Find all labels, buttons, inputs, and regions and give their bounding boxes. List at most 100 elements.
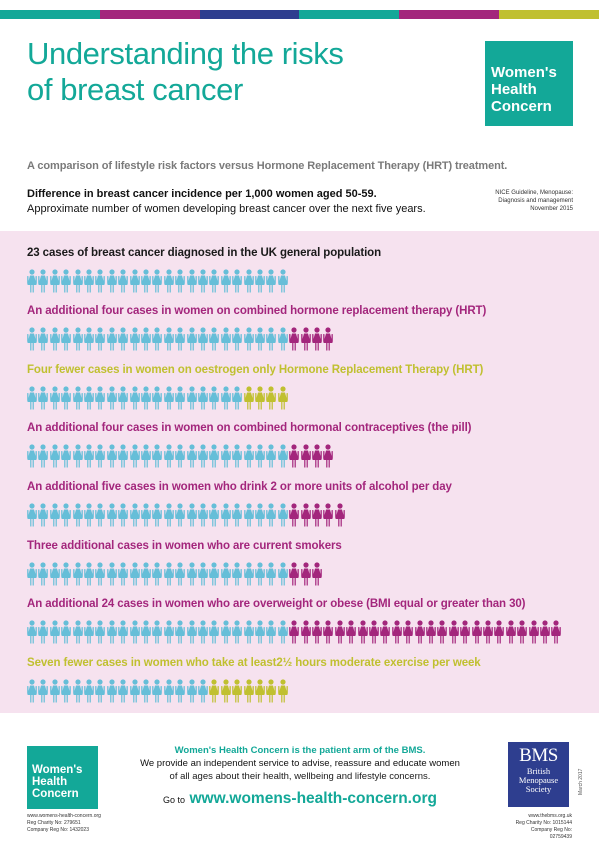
woman-figure-icon bbox=[27, 386, 37, 410]
woman-figure-icon bbox=[61, 503, 71, 527]
woman-figure-icon bbox=[27, 679, 37, 703]
figure-row bbox=[27, 269, 587, 293]
woman-figure-icon bbox=[277, 444, 288, 468]
woman-figure-icon bbox=[198, 269, 208, 293]
row-label: An additional four cases in women on com… bbox=[27, 305, 487, 317]
woman-figure-icon bbox=[186, 679, 197, 703]
woman-figure-icon bbox=[220, 386, 231, 410]
page-title: Understanding the risks of breast cancer bbox=[27, 36, 447, 108]
footer-about-heading: Women's Health Concern is the patient ar… bbox=[174, 745, 426, 756]
woman-figure-icon bbox=[141, 269, 151, 293]
woman-figure-icon bbox=[266, 620, 277, 644]
woman-figure-icon bbox=[243, 386, 254, 410]
woman-figure-icon bbox=[266, 269, 277, 293]
woman-figure-icon bbox=[163, 269, 174, 293]
woman-figure-icon bbox=[141, 503, 151, 527]
woman-figure-icon bbox=[220, 679, 231, 703]
woman-figure-icon bbox=[255, 444, 265, 468]
woman-figure-icon bbox=[95, 327, 106, 351]
woman-figure-icon bbox=[84, 327, 94, 351]
website-link[interactable]: www.womens-health-concern.org bbox=[189, 790, 437, 807]
woman-figure-icon bbox=[198, 327, 208, 351]
woman-figure-icon bbox=[289, 327, 299, 351]
woman-figure-icon bbox=[38, 269, 49, 293]
womens-health-concern-logo: Women's Health Concern bbox=[485, 41, 573, 126]
woman-figure-icon bbox=[163, 327, 174, 351]
woman-figure-icon bbox=[27, 503, 37, 527]
woman-figure-icon bbox=[414, 620, 425, 644]
whc-website: www.womens-health-concern.org bbox=[27, 813, 101, 819]
woman-figure-icon bbox=[141, 562, 151, 586]
woman-figure-icon bbox=[129, 679, 140, 703]
woman-figure-icon bbox=[517, 620, 527, 644]
woman-figure-icon bbox=[175, 679, 185, 703]
subtitle: A comparison of lifestyle risk factors v… bbox=[27, 160, 508, 172]
woman-figure-icon bbox=[220, 327, 231, 351]
woman-figure-icon bbox=[49, 679, 60, 703]
woman-figure-icon bbox=[255, 327, 265, 351]
woman-figure-icon bbox=[27, 562, 37, 586]
woman-figure-icon bbox=[175, 269, 185, 293]
woman-figure-icon bbox=[437, 620, 448, 644]
woman-figure-icon bbox=[106, 562, 117, 586]
woman-figure-icon bbox=[175, 562, 185, 586]
color-bar-segment bbox=[199, 10, 300, 19]
woman-figure-icon bbox=[312, 620, 322, 644]
woman-figure-icon bbox=[220, 444, 231, 468]
woman-figure-icon bbox=[84, 620, 94, 644]
woman-figure-icon bbox=[106, 386, 117, 410]
woman-figure-icon bbox=[209, 386, 220, 410]
woman-figure-icon bbox=[72, 620, 83, 644]
top-color-bar bbox=[0, 10, 599, 19]
bms-website: www.thebms.org.uk bbox=[528, 813, 572, 819]
woman-figure-icon bbox=[186, 269, 197, 293]
color-bar-segment bbox=[299, 10, 400, 19]
woman-figure-icon bbox=[380, 620, 391, 644]
woman-figure-icon bbox=[198, 444, 208, 468]
bms-line-1: British bbox=[526, 766, 551, 776]
woman-figure-icon bbox=[38, 620, 49, 644]
whc-charity-no: Reg Charity No: 279651 bbox=[27, 820, 81, 826]
woman-figure-icon bbox=[312, 327, 322, 351]
risk-row: An additional 24 cases in women who are … bbox=[27, 598, 562, 644]
section-subheading: Approximate number of women developing b… bbox=[27, 203, 426, 215]
figure-row bbox=[27, 503, 587, 527]
woman-figure-icon bbox=[95, 620, 106, 644]
woman-figure-icon bbox=[460, 620, 470, 644]
woman-figure-icon bbox=[243, 444, 254, 468]
woman-figure-icon bbox=[129, 620, 140, 644]
woman-figure-icon bbox=[255, 269, 265, 293]
woman-figure-icon bbox=[38, 503, 49, 527]
woman-figure-icon bbox=[118, 562, 128, 586]
woman-figure-icon bbox=[129, 327, 140, 351]
woman-figure-icon bbox=[118, 444, 128, 468]
row-label: Three additional cases in women who are … bbox=[27, 540, 342, 552]
row-label: 23 cases of breast cancer diagnosed in t… bbox=[27, 247, 382, 259]
woman-figure-icon bbox=[198, 503, 208, 527]
woman-figure-icon bbox=[84, 503, 94, 527]
woman-figure-icon bbox=[38, 386, 49, 410]
risk-row: An additional five cases in women who dr… bbox=[27, 481, 452, 527]
color-bar-segment bbox=[0, 10, 100, 19]
woman-figure-icon bbox=[95, 269, 106, 293]
risk-row: Three additional cases in women who are … bbox=[27, 540, 342, 586]
woman-figure-icon bbox=[84, 679, 94, 703]
woman-figure-icon bbox=[152, 327, 163, 351]
woman-figure-icon bbox=[266, 444, 277, 468]
woman-figure-icon bbox=[289, 444, 299, 468]
woman-figure-icon bbox=[84, 444, 94, 468]
woman-figure-icon bbox=[95, 562, 106, 586]
whc-registration-info: www.womens-health-concern.org Reg Charit… bbox=[27, 813, 101, 834]
woman-figure-icon bbox=[483, 620, 493, 644]
woman-figure-icon bbox=[72, 327, 83, 351]
woman-figure-icon bbox=[255, 679, 265, 703]
woman-figure-icon bbox=[152, 679, 163, 703]
woman-figure-icon bbox=[49, 327, 60, 351]
woman-figure-icon bbox=[232, 562, 242, 586]
woman-figure-icon bbox=[106, 444, 117, 468]
bms-title: BMS bbox=[519, 745, 558, 766]
woman-figure-icon bbox=[198, 386, 208, 410]
woman-figure-icon bbox=[106, 503, 117, 527]
woman-figure-icon bbox=[255, 503, 265, 527]
woman-figure-icon bbox=[220, 269, 231, 293]
